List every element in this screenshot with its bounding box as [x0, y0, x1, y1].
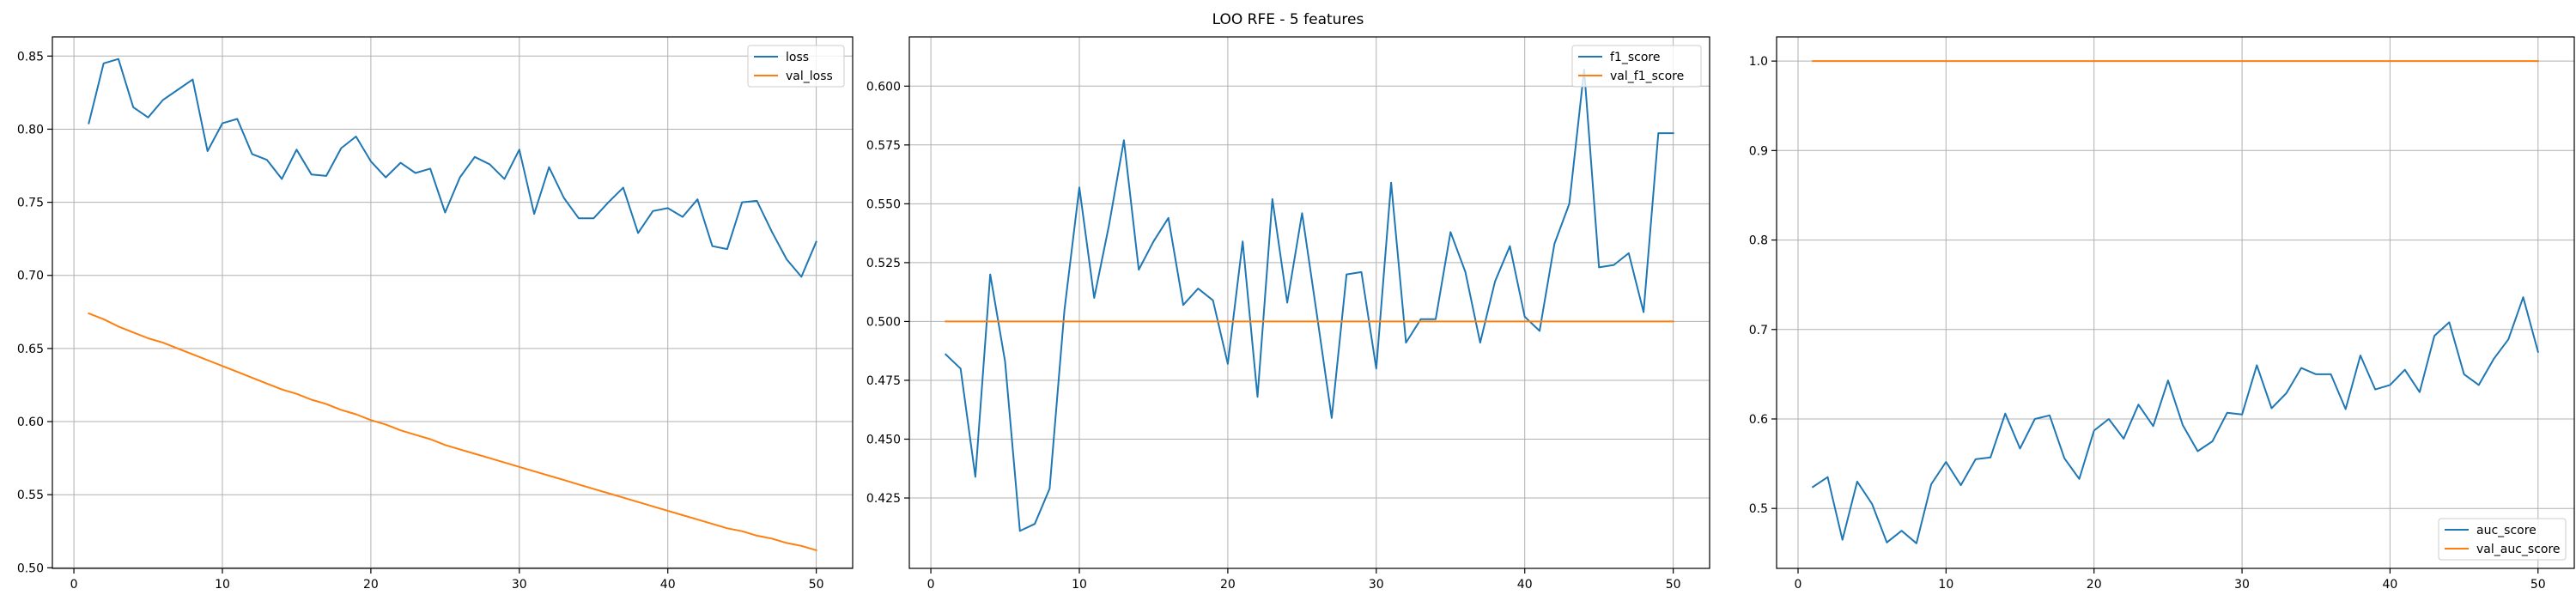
subplot-2: 0 10 20 30 40 50 0.425 0.450 0.475 0.500 0.525 0.55…: [866, 36, 1710, 592]
legend-label: loss: [786, 51, 809, 64]
legend-box: [1571, 45, 1702, 88]
y-tick-label: 0.7: [1749, 324, 1768, 337]
series-line-loss: [88, 58, 817, 278]
y-tick-label: 0.550: [866, 197, 901, 211]
y-tick-label: 0.75: [17, 197, 44, 210]
legend-label: val_loss: [786, 70, 833, 83]
x-tick-label: 20: [1220, 578, 1236, 592]
axes-frame: [908, 36, 1710, 569]
y-tick-label: 0.425: [866, 492, 901, 506]
x-tick-label: 50: [809, 578, 824, 592]
legend-label: val_auc_score: [2476, 543, 2561, 556]
legend: auc_score val_auc_score: [2438, 518, 2567, 561]
x-tick-label: 30: [512, 578, 527, 592]
subplot-panels: 0 10 20 30 40 500.500.550.600.650.700.750.800…: [17, 36, 2575, 592]
y-tick-label: 0.525: [866, 257, 901, 270]
x-tick-label: 40: [1517, 578, 1533, 592]
x-tick-label: 30: [2234, 578, 2250, 592]
x-tick-label: 0: [927, 578, 935, 592]
y-tick-label: 0.6: [1749, 413, 1768, 427]
y-tick-label: 0.600: [866, 80, 901, 94]
legend: f1_score val_f1_score: [1571, 45, 1702, 88]
y-tick-label: 0.80: [17, 123, 44, 137]
legend-label: auc_score: [2476, 524, 2537, 537]
y-tick-label: 0.50: [17, 562, 44, 575]
series-line-val-loss: [88, 312, 817, 552]
x-tick-label: 40: [2383, 578, 2398, 592]
x-tick-label: 0: [1795, 578, 1802, 592]
subplot-1: 0 10 20 30 40 50 0.50 0.55 0.60 0.65 0.70 0.75 0.80 0…: [17, 36, 854, 592]
y-tick-label: 0.9: [1749, 144, 1768, 158]
axes-frame: [1776, 36, 2575, 569]
series-line-f1-score: [944, 69, 1674, 532]
subplot-3: 0 10 20 30 40 50 0.5 0.6 0.7 0.8 0.9 1.0 auc_scoreva…: [1749, 36, 2575, 592]
x-tick-label: 20: [2087, 578, 2102, 592]
x-tick-label: 50: [2530, 578, 2546, 592]
x-tick-label: 10: [215, 578, 230, 592]
y-tick-label: 0.8: [1749, 234, 1768, 248]
y-tick-label: 0.475: [866, 374, 901, 388]
y-tick-label: 0.55: [17, 489, 44, 502]
y-tick-label: 0.70: [17, 270, 44, 283]
x-tick-label: 30: [1369, 578, 1384, 592]
legend-label: f1_score: [1610, 51, 1660, 64]
x-tick-label: 20: [363, 578, 379, 592]
x-tick-label: 40: [660, 578, 676, 592]
axes-frame: [52, 36, 854, 569]
x-tick-label: 0: [70, 578, 78, 592]
y-tick-label: 1.0: [1749, 55, 1768, 69]
y-tick-label: 0.85: [17, 50, 44, 64]
x-tick-label: 10: [1072, 578, 1087, 592]
series-line-auc-score: [1811, 296, 2540, 544]
x-tick-label: 10: [1938, 578, 1953, 592]
y-tick-label: 0.65: [17, 343, 44, 356]
legend: loss val_loss: [747, 45, 845, 88]
y-tick-label: 0.450: [866, 433, 901, 446]
y-tick-label: 0.575: [866, 139, 901, 153]
legend-box: [2438, 518, 2567, 561]
y-tick-label: 0.60: [17, 416, 44, 429]
y-tick-label: 0.500: [866, 315, 901, 329]
legend-label: val_f1_score: [1610, 70, 1684, 83]
y-tick-label: 0.5: [1749, 502, 1768, 516]
figure-suptitle: LOO RFE - 5 features: [1212, 11, 1364, 28]
x-tick-label: 50: [1666, 578, 1681, 592]
